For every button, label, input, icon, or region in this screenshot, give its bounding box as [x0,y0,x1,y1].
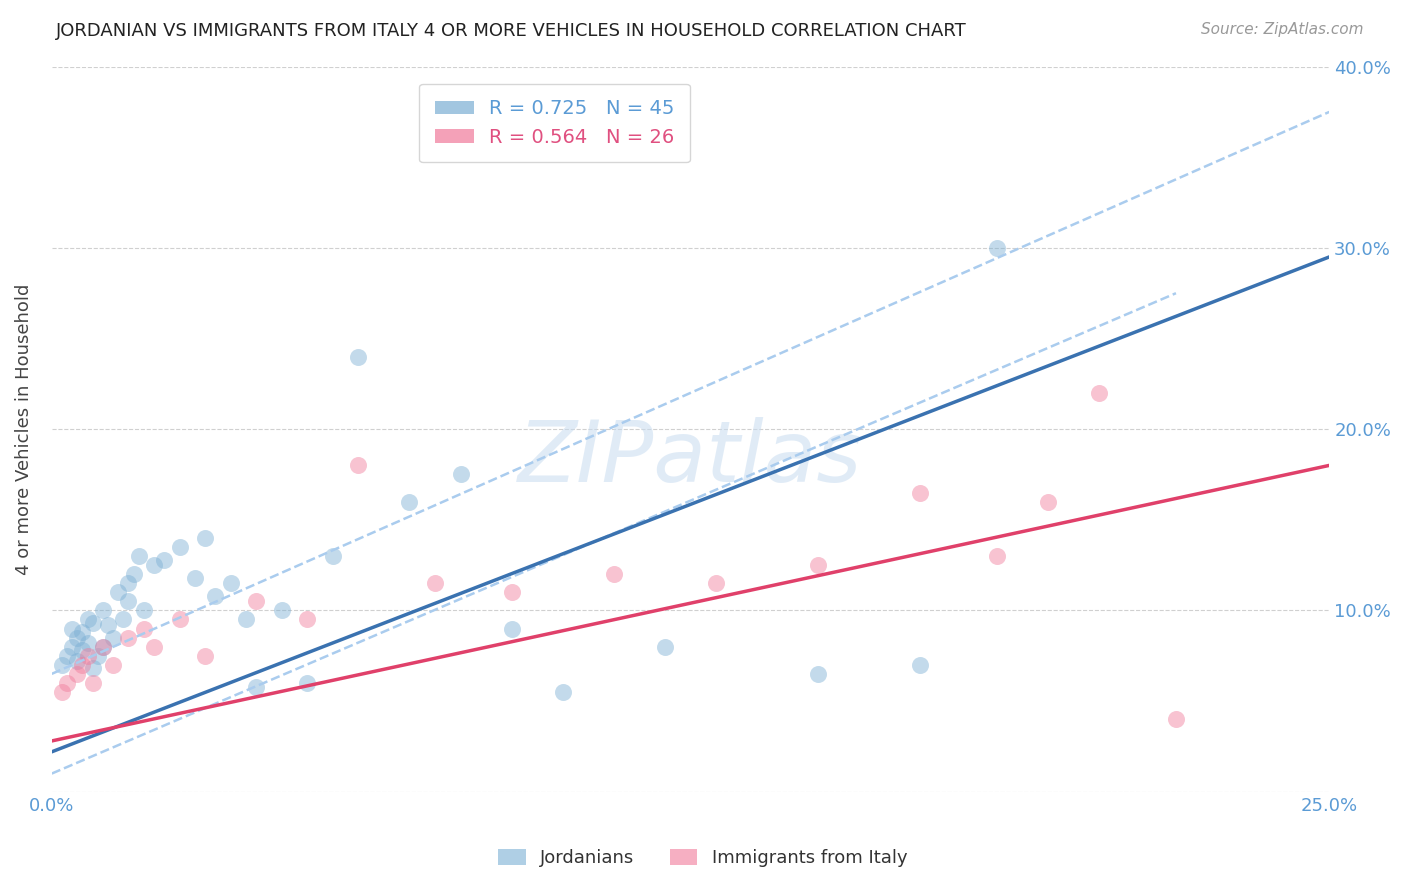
Point [122,567,145,582]
Point [704,576,727,591]
Point [72,657,94,672]
Point [1164,712,1187,726]
Point [322,549,344,563]
Point [87,648,110,663]
Point [51,685,73,699]
Point [91,640,114,654]
Point [76,648,98,663]
Point [60,640,83,654]
Point [184,571,207,585]
Text: JORDANIAN VS IMMIGRANTS FROM ITALY 4 OR MORE VEHICLES IN HOUSEHOLD CORRELATION C: JORDANIAN VS IMMIGRANTS FROM ITALY 4 OR … [56,22,967,40]
Point [142,640,165,654]
Point [986,241,1008,255]
Point [807,558,830,573]
Point [82,676,104,690]
Point [56,676,79,690]
Point [91,640,114,654]
Point [551,685,574,699]
Point [132,603,155,617]
Point [1088,385,1111,400]
Point [603,567,626,582]
Point [72,625,94,640]
Legend: R = 0.725   N = 45, R = 0.564   N = 26: R = 0.725 N = 45, R = 0.564 N = 26 [419,84,690,162]
Point [297,612,319,626]
Point [112,612,135,626]
Point [654,640,676,654]
Point [245,680,267,694]
Point [297,676,319,690]
Point [76,612,98,626]
Point [56,648,79,663]
Point [501,585,523,599]
Point [132,622,155,636]
Point [910,485,932,500]
Point [347,350,370,364]
Point [501,622,523,636]
Point [51,657,73,672]
Point [82,616,104,631]
Point [91,603,114,617]
Point [194,531,217,545]
Point [153,552,176,566]
Point [169,540,191,554]
Point [204,589,226,603]
Point [66,666,89,681]
Point [219,576,242,591]
Legend: Jordanians, Immigrants from Italy: Jordanians, Immigrants from Italy [491,841,915,874]
Point [82,661,104,675]
Point [66,631,89,645]
Point [910,657,932,672]
Point [986,549,1008,563]
Point [72,643,94,657]
Point [117,576,139,591]
Point [101,657,124,672]
Point [128,549,150,563]
Point [398,494,420,508]
Point [450,467,472,482]
Point [347,458,370,473]
Point [194,648,217,663]
Y-axis label: 4 or more Vehicles in Household: 4 or more Vehicles in Household [15,284,32,574]
Text: ZIPatlas: ZIPatlas [519,417,863,500]
Point [66,654,89,668]
Point [423,576,446,591]
Point [97,618,120,632]
Point [245,594,267,608]
Point [117,594,139,608]
Point [169,612,191,626]
Point [235,612,257,626]
Text: Source: ZipAtlas.com: Source: ZipAtlas.com [1201,22,1364,37]
Point [60,622,83,636]
Point [142,558,165,573]
Point [270,603,292,617]
Point [117,631,139,645]
Point [807,666,830,681]
Point [101,631,124,645]
Point [107,585,129,599]
Point [1038,494,1060,508]
Point [76,636,98,650]
